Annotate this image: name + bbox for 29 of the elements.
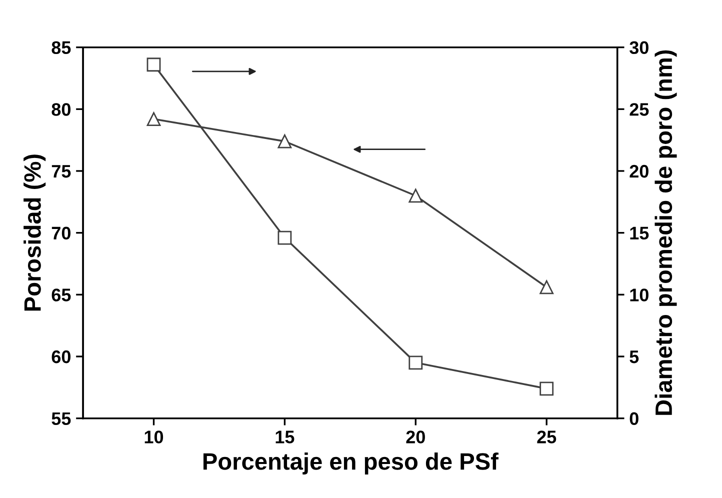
y2-tick-label: 5 [630,350,639,364]
point [278,230,292,245]
x-tick-label: 10 [144,430,164,444]
y-tick-label: 85 [52,41,71,54]
y-tick-label: 75 [52,165,71,178]
y2-tick-label: 20 [630,164,648,178]
y2-tick-label: 30 [630,41,648,54]
point [146,112,161,126]
y-tick-label: 55 [52,412,71,426]
x-tick-label: 20 [406,430,425,444]
point [540,382,554,396]
x-axis-title: Porcentaje en peso de PSf [203,452,498,475]
point [540,280,554,294]
y-axis-title: Porosidad (%) [24,154,46,311]
x-tick-label: 15 [276,430,294,444]
point [408,356,423,370]
y2-tick-label: 0 [630,412,638,426]
y2-tick-label: 15 [630,226,649,240]
y-tick-label: 80 [52,103,70,116]
point [146,58,161,72]
point [278,134,292,148]
y2-tick-label: 10 [630,288,648,302]
y2-tick-label: 25 [630,103,649,116]
y-tick-label: 65 [52,288,71,302]
y-tick-label: 60 [52,350,70,364]
y2-axis-title: Diametro promedio de poro (nm) [654,50,677,415]
point [408,188,423,203]
y-tick-label: 70 [52,226,70,240]
x-tick-label: 25 [537,430,556,444]
